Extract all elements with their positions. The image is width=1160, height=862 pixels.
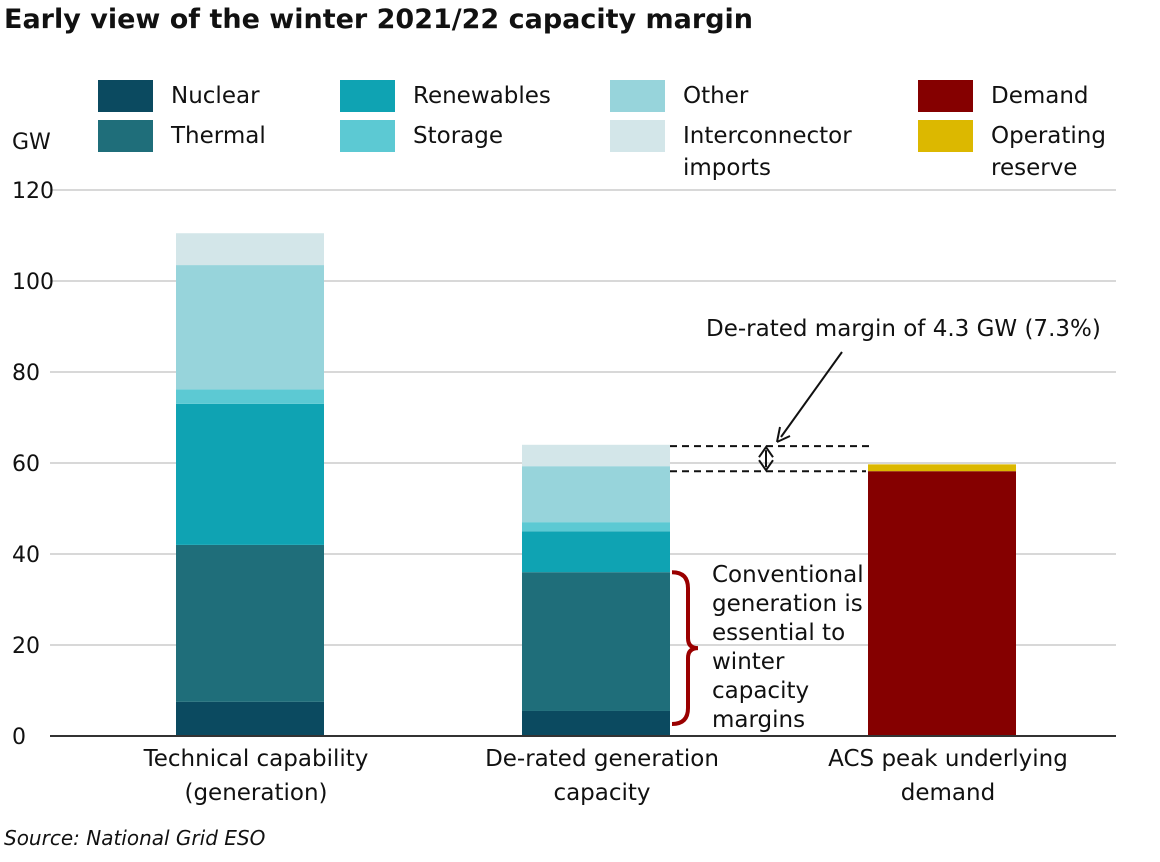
x-tick-label: ACS peak underlying demand xyxy=(828,746,1068,806)
legend-label: Interconnector imports xyxy=(683,123,852,181)
y-tick-label: 80 xyxy=(12,361,40,386)
legend-label: Nuclear xyxy=(171,83,260,109)
margin-annotation-label: De-rated margin of 4.3 GW (7.3%) xyxy=(706,316,1101,342)
legend-swatch xyxy=(340,80,395,112)
y-tick-label: 120 xyxy=(12,179,54,204)
legend-label: Operating reserve xyxy=(991,123,1106,181)
legend-label: Storage xyxy=(413,123,503,149)
bar-segment-operating-reserve xyxy=(868,464,1016,472)
source-note: Source: National Grid ESO xyxy=(4,826,266,850)
bar-segment-other xyxy=(522,466,670,523)
y-tick-label: 40 xyxy=(12,543,40,568)
legend-label: Thermal xyxy=(171,123,266,149)
legend-swatch xyxy=(98,80,153,112)
legend-label: Demand xyxy=(991,83,1089,109)
x-tick-label: Technical capability (generation) xyxy=(143,746,369,806)
legend-item-interconnector-imports: Interconnector imports xyxy=(610,120,883,184)
y-tick-label: 20 xyxy=(12,634,40,659)
bar-segment-demand xyxy=(868,471,1016,736)
bar-segment-other xyxy=(176,265,324,390)
legend-item-thermal: Thermal xyxy=(98,120,371,152)
legend-label: Renewables xyxy=(413,83,551,109)
legend-item-nuclear: Nuclear xyxy=(98,80,371,112)
margin-arrowhead-down xyxy=(758,459,774,472)
bar-segment-thermal xyxy=(522,572,670,711)
x-tick-label: De-rated generation capacity xyxy=(485,746,719,806)
legend-item-storage: Storage xyxy=(340,120,613,152)
bar-segment-nuclear xyxy=(522,710,670,736)
bar-segment-interconnector-imports xyxy=(176,233,324,266)
legend-item-other: Other xyxy=(610,80,883,112)
conventional-generation-brace xyxy=(671,570,699,726)
bar-segment-renewables xyxy=(176,403,324,545)
legend-swatch xyxy=(918,80,973,112)
margin-pointer-arrowhead xyxy=(776,426,791,443)
bar-segment-thermal xyxy=(176,544,324,702)
legend-swatch xyxy=(98,120,153,152)
y-axis-label: GW xyxy=(12,130,51,155)
bar-segment-nuclear xyxy=(176,701,324,736)
bar-segment-renewables xyxy=(522,531,670,573)
conventional-annotation-label: Conventional generation is essential to win… xyxy=(712,562,864,733)
legend-swatch xyxy=(918,120,973,152)
legend-swatch xyxy=(610,80,665,112)
bar-segment-interconnector-imports xyxy=(522,444,670,467)
legend-swatch xyxy=(610,120,665,152)
margin-pointer-line xyxy=(780,351,843,438)
y-tick-label: 60 xyxy=(12,452,40,477)
legend-item-demand: Demand xyxy=(918,80,1160,112)
bar-segment-storage xyxy=(176,389,324,404)
chart-title: Early view of the winter 2021/22 capacit… xyxy=(4,4,754,35)
margin-arrowhead-up xyxy=(758,445,774,458)
y-tick-label: 0 xyxy=(12,725,26,750)
bar-segment-storage xyxy=(522,522,670,532)
legend-item-operating-reserve: Operating reserve xyxy=(918,120,1160,184)
legend-swatch xyxy=(340,120,395,152)
y-tick-label: 100 xyxy=(12,270,54,295)
legend-item-renewables: Renewables xyxy=(340,80,613,112)
legend-label: Other xyxy=(683,83,749,109)
